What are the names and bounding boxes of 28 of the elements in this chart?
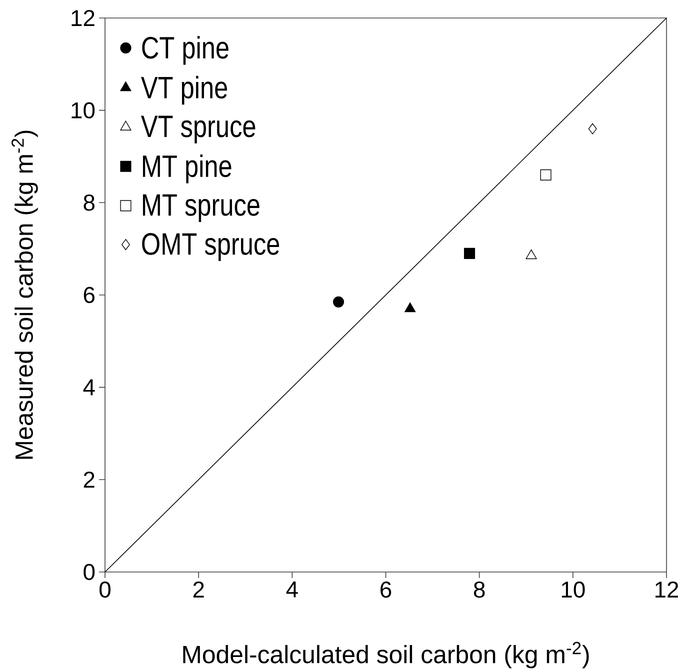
y-axis-title: Measured soil carbon (kg m$^{-2}$) [12,130,38,459]
x-axis-title: Model-calculated soil carbon (kg m$^{-2}$) [183,642,589,668]
y-tick-label: 0 [84,564,95,580]
y-tick-label: 8 [84,194,94,211]
y-tick-label: 2 [84,472,94,488]
x-tick-label: 2 [193,582,204,598]
legend-label: VT pine [141,76,228,105]
point [526,249,537,260]
x-tick-label: 6 [380,582,392,598]
legend-label: OMT spruce [142,233,280,262]
x-tick-label: 10 [562,582,585,598]
y-tick-label: 10 [72,102,95,118]
x-tick-label: 12 [656,582,678,598]
y-tick-label: 6 [84,286,94,304]
x-tick-label: 0 [100,582,110,598]
point [588,123,597,134]
legend-label: MT pine [142,154,232,184]
point [540,169,552,180]
point [404,302,416,312]
point [332,296,344,308]
x-tick-label: 4 [286,582,298,598]
legend-label: MT spruce [142,194,260,222]
legend-label: VT spruce [141,116,256,144]
y-tick-label: 12 [72,10,94,26]
y-tick-label: 4 [83,379,95,396]
point [464,248,476,259]
legend-label: CT pine [142,36,228,65]
x-tick-label: 8 [474,582,485,598]
